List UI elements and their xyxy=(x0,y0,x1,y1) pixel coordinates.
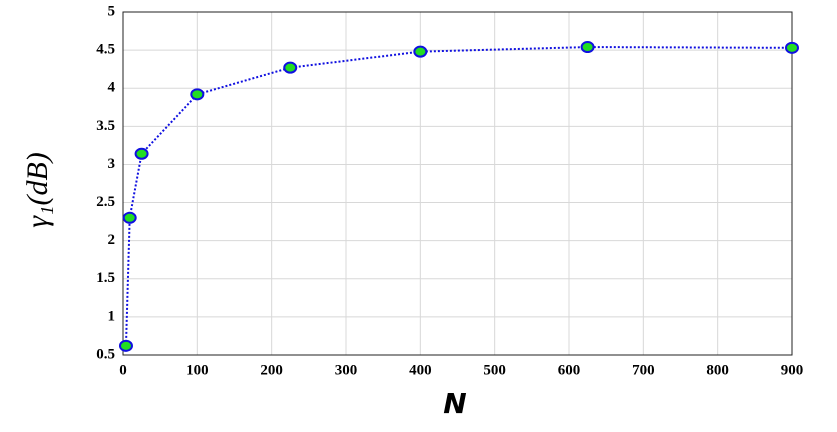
x-tick-label: 300 xyxy=(335,362,358,378)
x-tick-label: 900 xyxy=(781,362,804,378)
x-tick-label: 800 xyxy=(706,362,729,378)
x-tick-label: 100 xyxy=(186,362,209,378)
x-tick-label: 500 xyxy=(483,362,506,378)
data-point xyxy=(122,211,137,224)
data-point xyxy=(118,339,133,352)
data-point xyxy=(580,41,595,54)
y-tick-label: 1.5 xyxy=(96,270,115,286)
x-tick-label: 200 xyxy=(260,362,283,378)
data-point xyxy=(413,45,428,58)
x-tick-label: 400 xyxy=(409,362,432,378)
y-tick-label: 1 xyxy=(108,308,116,324)
x-tick-label: 0 xyxy=(119,362,127,378)
y-tick-label: 2 xyxy=(108,232,116,248)
data-point xyxy=(283,61,298,74)
y-tick-label: 4 xyxy=(108,80,116,96)
plot-area xyxy=(123,12,792,355)
x-tick-label: 700 xyxy=(632,362,655,378)
y-tick-label: 5 xyxy=(108,3,116,19)
y-tick-label: 3.5 xyxy=(96,118,115,134)
y-tick-label: 3 xyxy=(108,156,116,172)
data-point xyxy=(785,41,799,54)
x-axis-label: N xyxy=(443,387,466,420)
data-point xyxy=(134,147,149,160)
x-tick-label: 600 xyxy=(558,362,581,378)
y-axis-label: γ₁(dB) xyxy=(21,152,54,228)
data-point xyxy=(190,88,205,101)
y-tick-label: 2.5 xyxy=(96,194,115,210)
y-tick-label: 0.5 xyxy=(96,346,115,362)
data-line xyxy=(124,46,793,346)
plot-frame xyxy=(122,11,793,356)
y-tick-label: 4.5 xyxy=(96,42,115,58)
